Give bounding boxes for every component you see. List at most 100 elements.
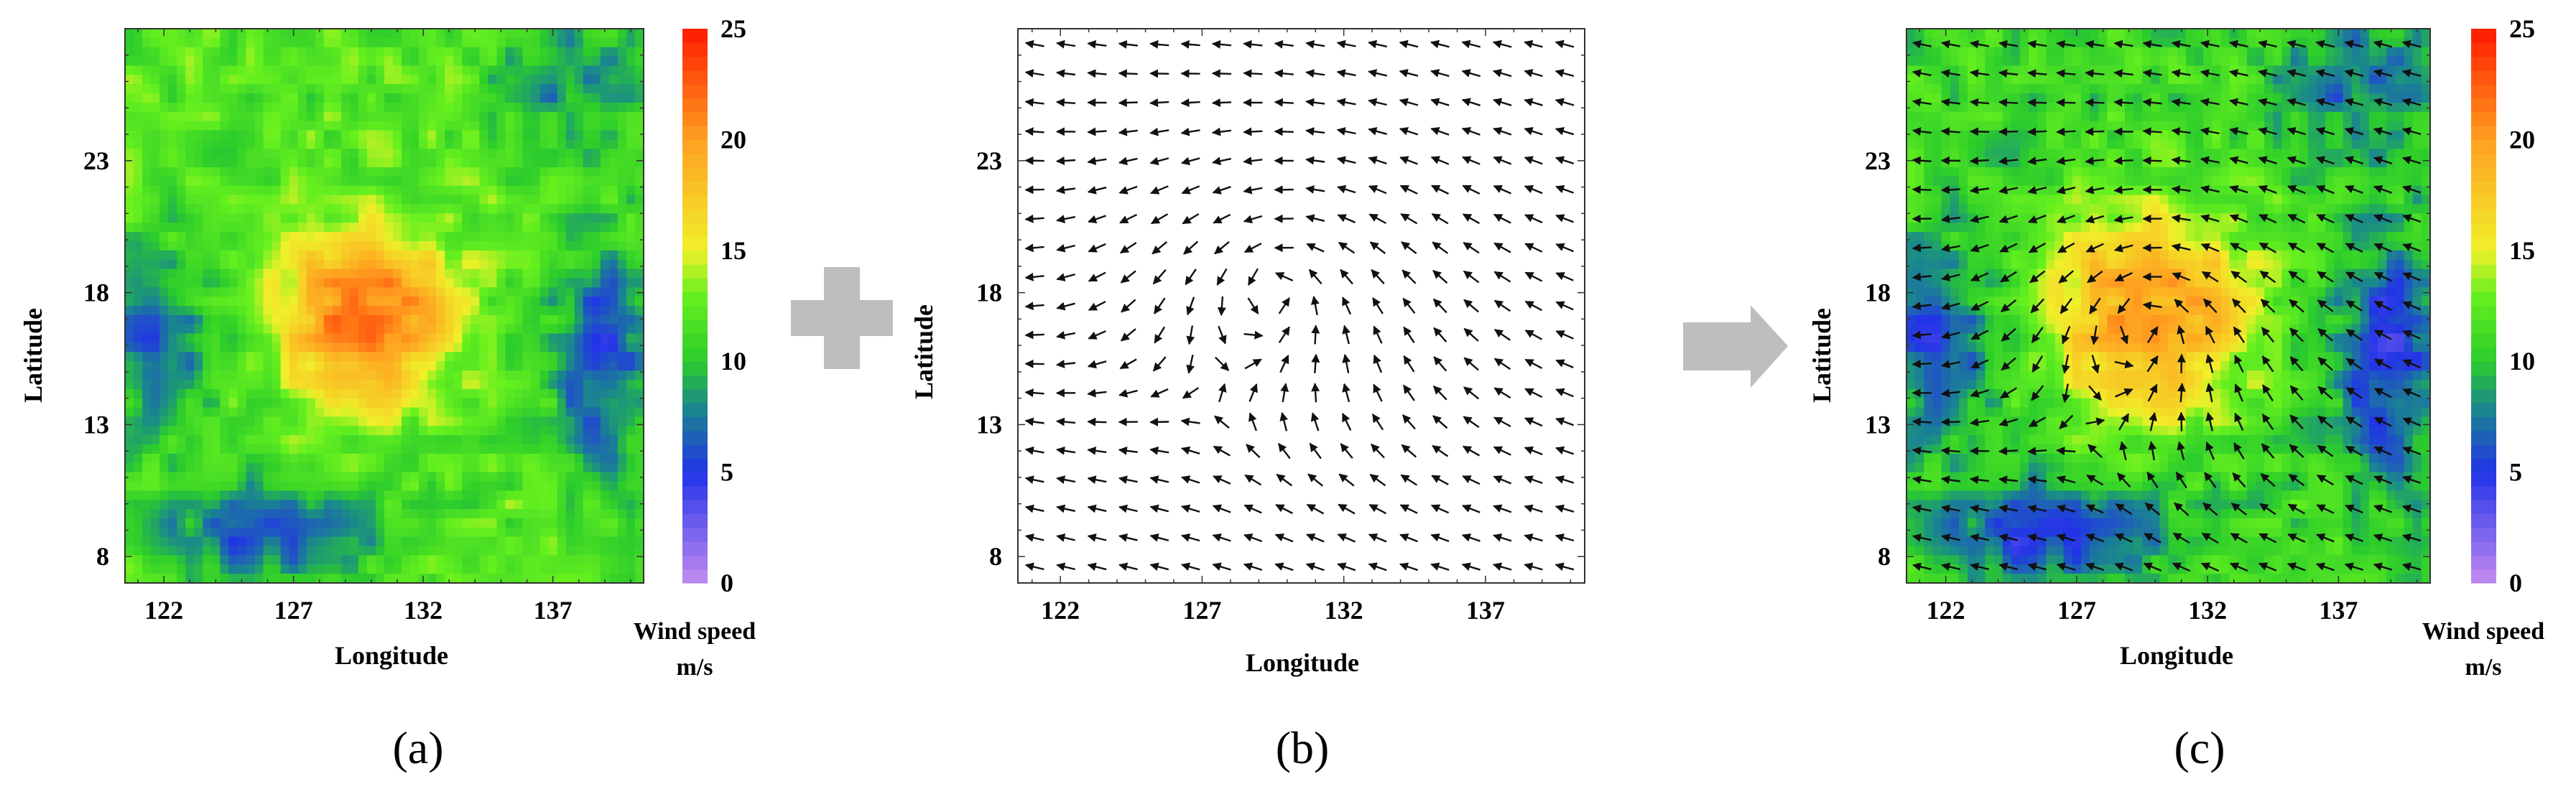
panel-a-heat-cell: [600, 158, 610, 168]
panel-c-heat-cell: [1915, 361, 1925, 371]
panel-a-heat-cell: [134, 37, 143, 48]
panel-c-heat-cell: [1950, 176, 1960, 187]
panel-b-wind-arrow: [1212, 157, 1232, 166]
panel-a-heat-cell: [574, 527, 584, 538]
panel-a-heat-cell: [626, 139, 636, 150]
panel-a-heat-cell: [280, 352, 290, 362]
panel-a-heat-cell: [410, 536, 420, 547]
panel-c-heat-cell: [1993, 379, 2003, 390]
panel-a-heat-cell: [366, 287, 376, 297]
panel-a-heat-cell: [445, 574, 455, 584]
panel-c-heat-cell: [1958, 93, 1968, 103]
panel-a-heat-cell: [531, 444, 541, 454]
panel-a-heat-cell: [272, 195, 282, 205]
panel-a-heat-cell: [203, 259, 213, 270]
panel-a-heat-cell: [315, 416, 325, 427]
panel-a-colorbar-swatch: [682, 541, 708, 556]
panel-a-heat-cell: [185, 527, 195, 538]
panel-c-heat-cell: [2019, 149, 2029, 159]
panel-a-heat-cell: [384, 352, 394, 362]
panel-a-heat-cell: [488, 56, 498, 67]
panel-a-heat-cell: [323, 407, 333, 418]
panel-a-heat-cell: [349, 472, 359, 482]
panel-a-heat-cell: [125, 527, 134, 538]
panel-a-heat-cell: [177, 361, 187, 371]
panel-a-heat-cell: [297, 47, 307, 57]
panel-a-heat-cell: [531, 93, 541, 103]
panel-a-heat-cell: [185, 444, 195, 454]
panel-a-heat-cell: [531, 158, 541, 168]
panel-c-heat-cell: [2002, 352, 2012, 362]
panel-a-heat-cell: [177, 453, 187, 464]
panel-b-wind-arrow: [1493, 242, 1511, 253]
panel-a-heat-cell: [514, 139, 524, 150]
panel-c-heat-cell: [1906, 65, 1916, 76]
panel-b-wind-arrow: [1430, 156, 1450, 165]
panel-a-colorbar-swatch: [682, 500, 708, 515]
panel-a-heat-cell: [220, 370, 230, 381]
panel-a-heat-cell: [358, 185, 368, 196]
panel-c-heat-cell: [1993, 139, 2003, 150]
panel-a-heat-cell: [203, 444, 213, 454]
panel-a-heat-cell: [522, 241, 532, 251]
panel-a-heat-cell: [384, 342, 394, 353]
panel-a-heat-cell: [185, 361, 195, 371]
panel-a-heat-cell: [539, 546, 550, 556]
panel-a-heat-cell: [366, 232, 376, 242]
panel-a-heat-cell: [522, 278, 532, 289]
panel-a-heat-cell: [289, 361, 299, 371]
panel-a-heat-cell: [608, 278, 618, 289]
panel-a-heat-cell: [332, 453, 342, 464]
panel-a-heat-cell: [617, 56, 627, 67]
panel-c-heat-cell: [2011, 314, 2021, 325]
panel-b-wind-arrow: [1213, 475, 1231, 485]
panel-c-heat-cell: [1993, 121, 2003, 131]
panel-a-heat-cell: [237, 65, 247, 76]
panel-a-heat-cell: [583, 37, 593, 48]
panel-a-heat-cell: [539, 204, 550, 215]
panel-a-heat-cell: [332, 84, 342, 94]
panel-a-heat-cell: [332, 195, 342, 205]
panel-a-heat-cell: [185, 297, 195, 307]
panel-a-heat-cell: [220, 453, 230, 464]
panel-c-heat-cell: [1932, 444, 1942, 454]
panel-a-heat-cell: [505, 47, 515, 57]
panel-a-heat-cell: [332, 149, 342, 159]
panel-a-heat-cell: [254, 527, 264, 538]
panel-a-heat-cell: [315, 398, 325, 408]
panel-a-heat-cell: [168, 536, 177, 547]
panel-a-heat-cell: [211, 185, 221, 196]
panel-a-heat-cell: [211, 416, 221, 427]
panel-a-heat-cell: [505, 546, 515, 556]
panel-a-heat-cell: [393, 314, 402, 325]
panel-c-heat-cell: [1915, 555, 1925, 566]
panel-a-heat-cell: [220, 555, 230, 566]
panel-a-heat-cell: [436, 314, 446, 325]
panel-a-heat-cell: [591, 56, 601, 67]
panel-a-heat-cell: [617, 250, 627, 261]
panel-a-heat-cell: [634, 518, 644, 528]
panel-a-heat-cell: [436, 509, 446, 519]
panel-a-heat-cell: [522, 232, 532, 242]
panel-a-heat-cell: [349, 121, 359, 131]
panel-a-heat-cell: [445, 361, 455, 371]
panel-a-heat-cell: [600, 416, 610, 427]
panel-c-heat-cell: [1924, 453, 1934, 464]
panel-a-heat-cell: [410, 306, 420, 316]
panel-a-heat-cell: [228, 65, 238, 76]
panel-a-heat-cell: [557, 398, 567, 408]
panel-a-heat-cell: [185, 149, 195, 159]
panel-a-heat-cell: [496, 158, 506, 168]
panel-a-colorbar-swatch: [682, 361, 708, 376]
panel-a-heat-cell: [340, 398, 351, 408]
panel-a-heat-cell: [583, 121, 593, 131]
panel-c-heat-cell: [1993, 370, 2003, 381]
panel-a-heat-cell: [211, 500, 221, 510]
panel-a-heat-cell: [254, 361, 264, 371]
panel-a-heat-cell: [349, 130, 359, 141]
panel-a-heat-cell: [626, 361, 636, 371]
panel-a-heat-cell: [505, 75, 515, 85]
panel-a-heat-cell: [254, 232, 264, 242]
panel-a-heat-cell: [125, 29, 134, 39]
panel-c-heat-cell: [1976, 574, 1986, 584]
